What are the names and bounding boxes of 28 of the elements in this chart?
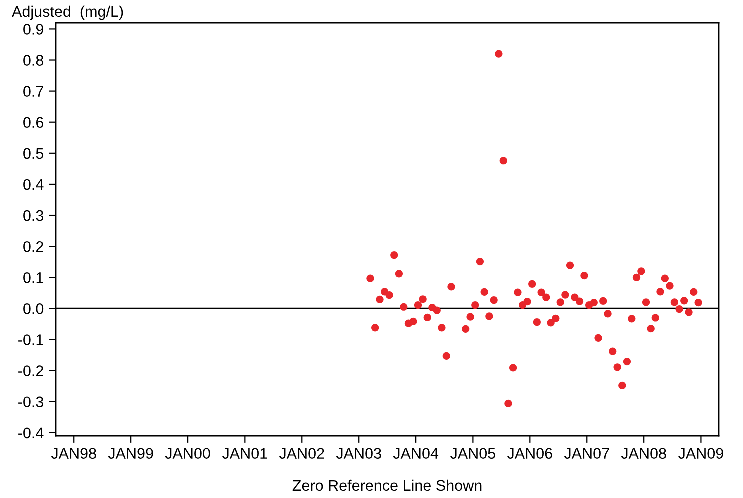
y-tick-label: 0.7 — [24, 86, 44, 97]
y-tick-label: 0.4 — [24, 179, 44, 190]
y-tick-label: 0.5 — [24, 148, 44, 160]
y-tick-label: 0.3 — [24, 210, 44, 222]
x-tick-label: JAN09 — [678, 448, 724, 460]
y-tick-label: 0.6 — [24, 117, 44, 128]
x-tick-label: JAN98 — [51, 448, 96, 460]
x-tick-label: JAN02 — [279, 448, 324, 460]
x-tick-label: JAN01 — [222, 448, 268, 460]
x-tick-label: JAN04 — [393, 448, 439, 460]
x-tick-label: JAN05 — [450, 448, 496, 460]
y-tick-label: 0.8 — [24, 55, 44, 66]
y-tick-label: -0.4 — [18, 428, 44, 439]
y-tick-label: 0.9 — [24, 24, 44, 35]
y-tick-label: -0.1 — [18, 334, 44, 346]
y-tick-label: 0.0 — [24, 304, 44, 314]
y-tick-label: -0.2 — [18, 366, 44, 376]
x-tick-label: JAN03 — [336, 448, 382, 460]
y-axis-title: Adjusted (mg/L) — [12, 6, 124, 20]
y-tick-label: 0.2 — [24, 241, 44, 252]
y-tick-label: -0.3 — [18, 396, 44, 408]
x-tick-label: JAN07 — [564, 448, 610, 460]
x-tick-label: JAN99 — [108, 448, 154, 460]
x-tick-label: JAN08 — [621, 448, 666, 460]
y-tick-label: 0.1 — [24, 272, 44, 284]
text: Zero Reference Line Shown — [292, 480, 482, 492]
x-tick-label: JAN06 — [507, 448, 552, 460]
x-tick-label: JAN00 — [165, 448, 210, 460]
